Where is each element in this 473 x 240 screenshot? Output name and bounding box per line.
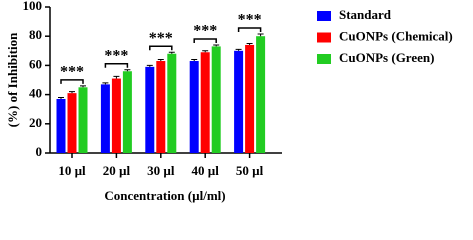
x-tick-label: 30 µl [147, 163, 175, 178]
legend-swatch [317, 54, 331, 64]
x-tick-label: 10 µl [58, 163, 86, 178]
x-tick-label: 20 µl [103, 163, 131, 178]
error-bar [168, 51, 175, 54]
error-bar [69, 91, 75, 94]
significance-bracket [237, 27, 262, 33]
bar [167, 53, 177, 153]
bar [56, 98, 66, 153]
significance-label: *** [60, 64, 84, 81]
significance-bracket [149, 45, 173, 51]
bar [78, 87, 88, 153]
bar [156, 61, 166, 153]
bar [256, 36, 266, 154]
bar [122, 71, 132, 153]
bar [100, 84, 110, 153]
y-tick-label: 60 [29, 56, 42, 71]
significance-bracket [104, 63, 129, 68]
error-bar [146, 64, 153, 67]
error-bar [80, 85, 86, 88]
y-tick-label: 100 [23, 0, 43, 13]
chart: (%) of Inhibition Concentration (µl/ml) … [5, 0, 453, 203]
significance-label: *** [149, 30, 173, 47]
significance-label: *** [238, 12, 262, 29]
bar [111, 78, 121, 153]
significance-label: *** [104, 47, 128, 64]
error-bar [157, 59, 164, 62]
y-axis-label: (%) of Inhibition [5, 32, 20, 127]
y-tick-label: 20 [29, 115, 42, 130]
bar [245, 44, 255, 153]
error-bar [257, 33, 264, 37]
y-tick-label: 80 [29, 27, 42, 42]
legend-label: CuONPs (Green) [339, 50, 434, 65]
x-axis-label: Concentration (µl/ml) [104, 188, 225, 203]
legend-label: CuONPs (Chemical) [339, 28, 453, 43]
legend-label: Standard [339, 7, 392, 22]
bar [234, 50, 244, 153]
error-bar [113, 75, 120, 79]
error-bar [191, 59, 198, 62]
y-tick-label: 0 [36, 144, 43, 159]
error-bar [58, 97, 64, 99]
legend-swatch [317, 32, 331, 43]
bar [67, 93, 77, 153]
error-bar [102, 82, 109, 85]
x-tick-label: 40 µl [192, 163, 220, 178]
bar [189, 61, 199, 153]
significance-label: *** [193, 23, 217, 40]
error-bar [246, 43, 253, 45]
error-bar [124, 69, 131, 72]
bar [145, 66, 155, 153]
error-bar [213, 44, 220, 47]
significance-bracket [193, 38, 217, 43]
bar [211, 46, 221, 153]
bar [200, 52, 210, 154]
legend-swatch [317, 11, 331, 21]
x-tick-label: 50 µl [236, 163, 264, 178]
error-bar [202, 50, 209, 53]
y-tick-label: 40 [29, 86, 42, 101]
significance-bracket [60, 79, 84, 84]
error-bar [235, 48, 242, 51]
